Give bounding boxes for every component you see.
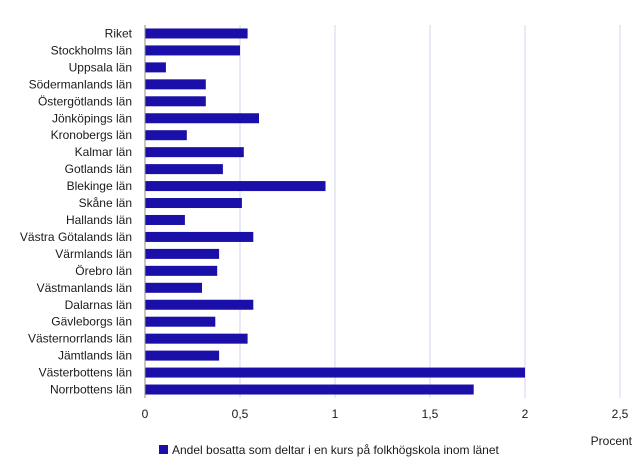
bar <box>145 79 206 90</box>
legend-swatch <box>159 445 168 454</box>
x-axis-ticks: 0 0,5 1 1,5 2 2,5 <box>142 407 629 421</box>
category-label: Örebro län <box>75 264 132 278</box>
category-labels: Riket Stockholms län Uppsala län Södermanla… <box>20 26 133 396</box>
bar <box>145 265 218 276</box>
bar <box>145 96 206 107</box>
bar <box>145 367 525 378</box>
category-label: Riket <box>105 26 133 40</box>
category-label: Kalmar län <box>75 145 132 159</box>
x-tick-label: 0 <box>142 407 149 421</box>
category-label: Värmlands län <box>55 247 132 261</box>
bar <box>145 333 248 344</box>
category-label: Gotlands län <box>65 162 132 176</box>
category-label: Södermanlands län <box>29 77 132 91</box>
bar <box>145 316 216 327</box>
x-tick-label: 1,5 <box>422 407 439 421</box>
bar <box>145 181 326 192</box>
bar <box>145 198 242 209</box>
x-tick-label: 0,5 <box>232 407 249 421</box>
bar <box>145 350 220 361</box>
category-label: Norrbottens län <box>50 383 132 397</box>
legend: Andel bosatta som deltar i en kurs på fo… <box>159 443 500 457</box>
x-axis-unit-label: Procent <box>591 434 633 448</box>
category-label: Gävleborgs län <box>51 315 132 329</box>
category-label: Västra Götalands län <box>20 230 132 244</box>
category-label: Blekinge län <box>67 179 132 193</box>
bar <box>145 384 474 395</box>
category-label: Jönköpings län <box>52 111 132 125</box>
category-label: Skåne län <box>79 196 132 210</box>
bars <box>145 28 525 395</box>
bar <box>145 113 259 124</box>
bar <box>145 299 254 310</box>
bar <box>145 45 240 56</box>
category-label: Västerbottens län <box>39 366 132 380</box>
category-label: Västernorrlands län <box>28 332 132 346</box>
bar <box>145 214 185 225</box>
category-label: Dalarnas län <box>65 298 132 312</box>
category-label: Jämtlands län <box>58 349 132 363</box>
bar <box>145 164 223 175</box>
bar <box>145 62 166 73</box>
bar <box>145 231 254 242</box>
x-tick-label: 1 <box>332 407 339 421</box>
category-label: Kronobergs län <box>51 128 132 142</box>
legend-label: Andel bosatta som deltar i en kurs på fo… <box>172 443 500 457</box>
bar <box>145 248 220 259</box>
category-label: Västmanlands län <box>37 281 132 295</box>
category-label: Uppsala län <box>69 60 132 74</box>
x-tick-label: 2 <box>522 407 529 421</box>
category-label: Östergötlands län <box>38 94 132 108</box>
bar <box>145 147 244 158</box>
bar <box>145 28 248 39</box>
bar <box>145 282 202 293</box>
gridlines <box>239 25 621 398</box>
category-label: Stockholms län <box>51 43 132 57</box>
bar <box>145 130 187 141</box>
x-tick-label: 2,5 <box>612 407 629 421</box>
category-label: Hallands län <box>66 213 132 227</box>
